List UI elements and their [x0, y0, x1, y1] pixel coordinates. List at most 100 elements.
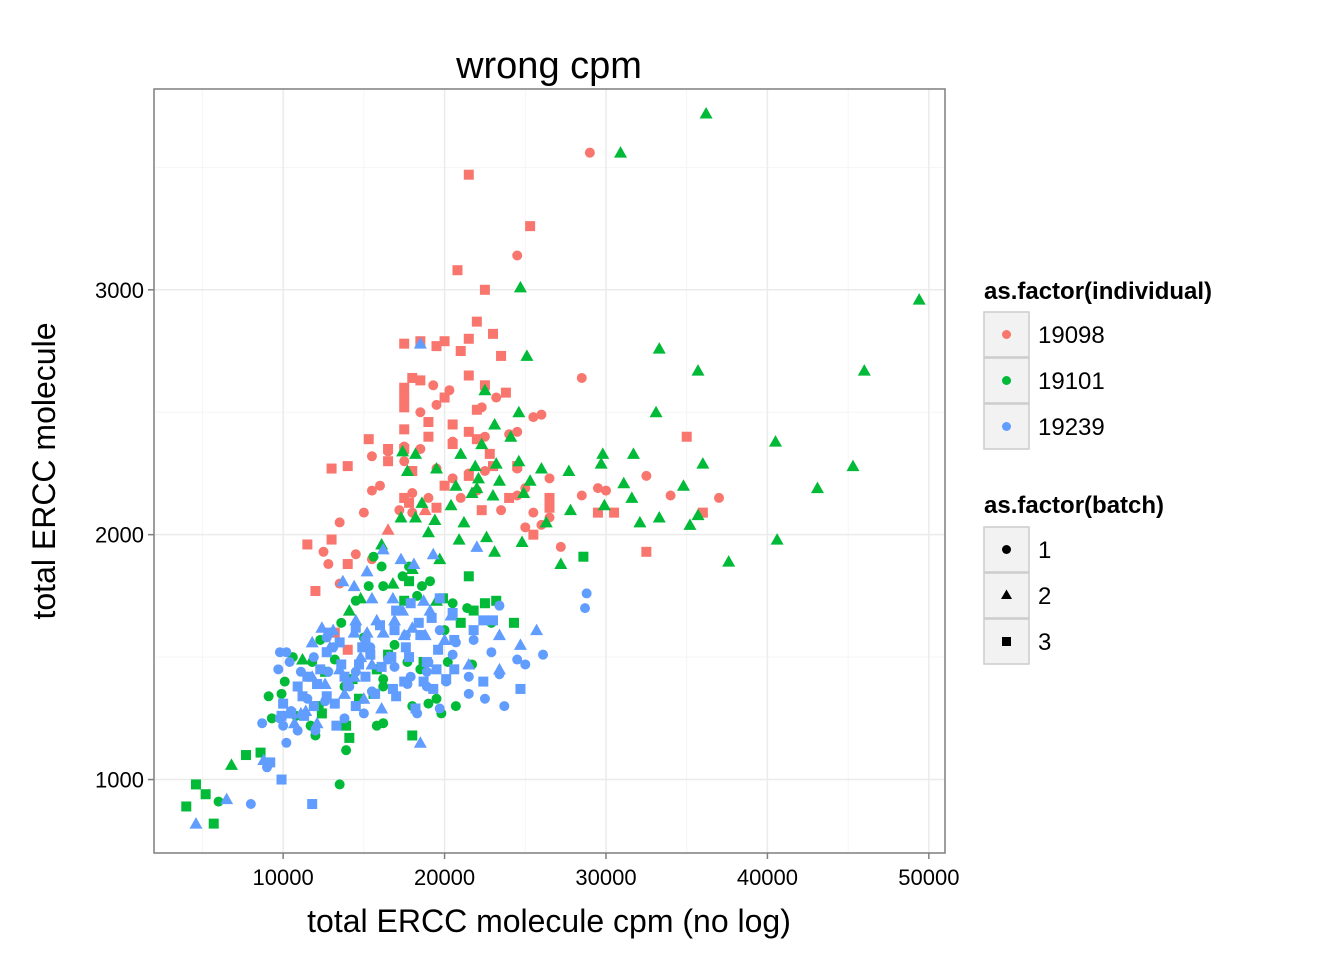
data-point-19098-batch-3 — [471, 316, 482, 327]
data-point-19098-batch-3 — [399, 392, 410, 403]
data-point-19239-batch-2 — [513, 638, 527, 650]
data-point-19239-batch-3 — [391, 605, 402, 616]
data-point-19239-batch-3 — [370, 688, 381, 699]
data-point-19239-batch-3 — [376, 661, 387, 672]
data-point-19098-batch-3 — [447, 439, 458, 450]
data-point-19239-batch-2 — [365, 591, 379, 604]
data-point-19101-batch-3 — [463, 571, 474, 582]
data-point-19098-batch-1 — [665, 490, 676, 501]
data-point-19101-batch-1 — [266, 713, 277, 724]
data-point-19239-batch-1 — [581, 588, 592, 599]
x-axis-title: total ERCC molecule cpm (no log) — [307, 903, 791, 939]
data-point-19239-batch-2 — [376, 542, 390, 555]
data-point-19239-batch-3 — [375, 620, 385, 631]
data-point-19101-batch-2 — [457, 515, 471, 528]
data-point-19101-batch-2 — [614, 146, 628, 158]
data-point-19101-batch-3 — [508, 617, 519, 628]
data-point-19239-batch-2 — [310, 716, 324, 729]
data-point-19098-batch-3 — [431, 341, 442, 352]
data-point-19239-batch-1 — [273, 664, 284, 675]
data-point-19239-batch-3 — [360, 671, 371, 682]
data-point-19101-batch-3 — [208, 818, 219, 829]
data-point-19098-batch-3 — [326, 534, 337, 545]
data-point-19101-batch-2 — [539, 515, 553, 528]
data-point-19098-batch-3 — [544, 502, 555, 513]
data-point-19239-batch-2 — [394, 552, 408, 565]
data-point-19239-batch-2 — [360, 564, 374, 577]
data-point-19239-batch-2 — [305, 635, 319, 648]
data-point-19239-batch-1 — [580, 603, 591, 614]
data-point-19098-batch-3 — [592, 507, 603, 518]
data-point-19098-batch-1 — [399, 456, 410, 467]
data-point-19239-batch-3 — [315, 664, 326, 675]
data-point-19239-batch-3 — [302, 671, 313, 682]
data-point-19239-batch-3 — [321, 691, 332, 702]
data-point-19101-batch-2 — [617, 476, 631, 489]
data-point-19239-batch-3 — [441, 674, 452, 685]
data-point-19101-batch-2 — [652, 342, 666, 354]
data-point-19098-batch-3 — [423, 417, 434, 428]
data-point-19239-batch-3 — [415, 630, 426, 641]
data-point-19239-batch-1 — [494, 600, 505, 611]
data-point-19239-batch-2 — [287, 716, 301, 729]
data-point-19239-batch-1 — [389, 661, 400, 672]
data-point-19239-batch-3 — [400, 642, 411, 653]
data-point-19098-batch-3 — [439, 336, 450, 347]
data-point-19239-batch-3 — [433, 644, 444, 655]
data-point-19101-batch-2 — [594, 457, 608, 469]
data-point-19239-batch-1 — [538, 649, 549, 660]
data-point-19101-batch-3 — [354, 693, 365, 704]
data-point-19239-batch-3 — [449, 634, 460, 645]
data-point-19101-batch-2 — [696, 457, 710, 469]
data-point-19101-batch-3 — [344, 732, 355, 743]
data-point-19239-batch-1 — [284, 657, 295, 667]
data-point-19101-batch-2 — [722, 555, 736, 567]
data-point-19239-batch-2 — [189, 817, 203, 829]
data-point-19101-batch-1 — [363, 581, 374, 592]
data-point-19101-batch-1 — [341, 745, 352, 756]
data-point-19098-batch-1 — [428, 380, 439, 391]
data-point-19098-batch-1 — [350, 549, 361, 560]
data-point-19101-batch-2 — [480, 530, 494, 543]
data-point-19101-batch-1 — [279, 676, 290, 687]
plot-panel-border — [153, 88, 946, 854]
x-tick-label: 40000 — [737, 865, 798, 890]
x-axis: 10000 20000 30000 40000 50000 — [253, 853, 959, 890]
data-point-19101-batch-2 — [699, 106, 713, 119]
legend-marker-triangle — [1001, 589, 1012, 599]
data-point-19239-batch-3 — [428, 683, 439, 694]
data-point-19239-batch-2 — [397, 628, 411, 641]
data-point-19239-batch-3 — [292, 681, 303, 692]
data-point-19101-batch-2 — [626, 447, 640, 459]
data-point-19098-batch-1 — [576, 490, 587, 501]
data-point-19239-batch-3 — [488, 615, 498, 626]
data-point-19239-batch-1 — [421, 666, 432, 677]
data-point-19098-batch-1 — [334, 517, 345, 528]
data-point-19239-batch-1 — [278, 720, 289, 731]
data-point-19239-batch-3 — [365, 649, 376, 660]
data-point-19101-batch-2 — [554, 557, 568, 570]
data-point-19239-batch-3 — [323, 627, 334, 638]
data-point-19098-batch-1 — [555, 541, 566, 552]
data-point-19101-batch-2 — [912, 293, 926, 305]
data-point-19101-batch-2 — [342, 604, 356, 616]
data-point-19101-batch-2 — [512, 405, 526, 418]
data-point-19239-batch-3 — [286, 708, 297, 719]
data-point-19239-batch-1 — [512, 654, 523, 665]
data-point-19101-batch-2 — [597, 498, 611, 511]
data-point-19098-batch-1 — [423, 492, 434, 503]
data-point-19101-batch-3 — [479, 598, 490, 609]
data-point-19098-batch-3 — [302, 539, 313, 550]
data-point-19098-batch-3 — [496, 350, 507, 361]
data-point-19101-batch-2 — [409, 511, 423, 523]
data-point-19098-batch-3 — [383, 456, 394, 467]
data-point-19098-batch-1 — [323, 559, 334, 570]
data-point-19239-batch-2 — [365, 657, 379, 670]
data-point-19239-batch-3 — [386, 652, 397, 663]
legend-individual-title: as.factor(individual) — [984, 278, 1212, 305]
data-point-19101-batch-1 — [447, 598, 458, 609]
y-tick-label: 2000 — [95, 523, 144, 548]
data-point-19239-batch-3 — [447, 608, 458, 619]
data-point-19101-batch-2 — [649, 405, 663, 418]
data-point-19239-batch-2 — [492, 662, 506, 675]
